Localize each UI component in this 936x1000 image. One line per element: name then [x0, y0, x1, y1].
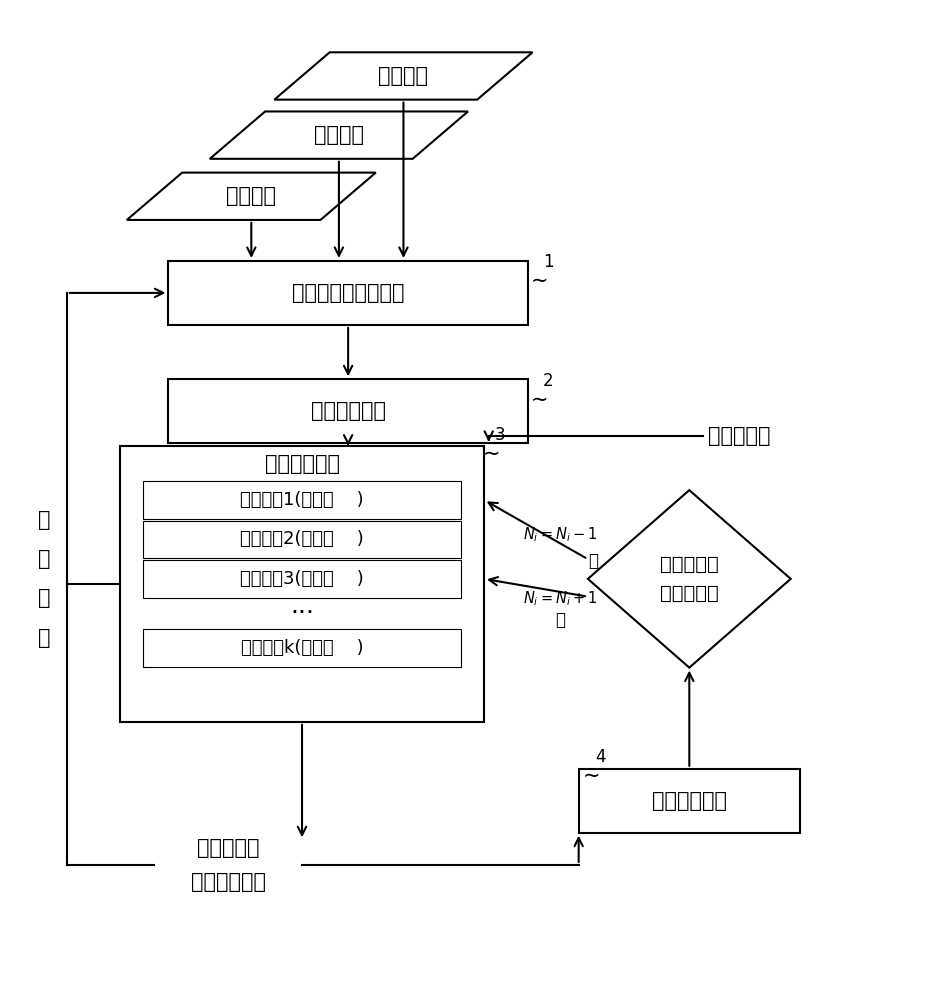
- Bar: [578, 769, 800, 833]
- Polygon shape: [274, 52, 533, 100]
- Bar: [143, 481, 461, 519]
- Text: 动作决策模块: 动作决策模块: [265, 454, 340, 474]
- Text: 己方信息: 己方信息: [227, 186, 276, 206]
- Text: 足球信息: 足球信息: [314, 125, 364, 145]
- Text: 动作方案k(优先级    ): 动作方案k(优先级 ): [241, 639, 363, 657]
- Text: ∼: ∼: [531, 271, 548, 291]
- Polygon shape: [588, 490, 791, 668]
- Text: 2: 2: [543, 372, 553, 390]
- Text: ∼: ∼: [483, 444, 500, 464]
- Polygon shape: [210, 111, 468, 159]
- Text: 态势评估模块: 态势评估模块: [311, 401, 386, 421]
- Text: 4: 4: [595, 748, 606, 766]
- Text: 动作方案1(优先级    ): 动作方案1(优先级 ): [241, 491, 364, 509]
- Text: 对方信息: 对方信息: [378, 66, 429, 86]
- Bar: [120, 446, 484, 722]
- Bar: [143, 521, 461, 558]
- Text: 动作方案2(优先级    ): 动作方案2(优先级 ): [241, 530, 364, 548]
- Text: 1: 1: [543, 253, 553, 271]
- Polygon shape: [126, 173, 375, 220]
- Bar: [143, 629, 461, 667]
- Text: ∼: ∼: [531, 389, 548, 409]
- Text: 效果评估模块: 效果评估模块: [651, 791, 727, 811]
- Bar: [143, 560, 461, 598]
- Text: ···: ···: [290, 601, 314, 625]
- Text: 信息监测与提取模块: 信息监测与提取模块: [292, 283, 404, 303]
- Text: 动作方案3(优先级    ): 动作方案3(优先级 ): [241, 570, 364, 588]
- Text: 循
环
决
策: 循 环 决 策: [37, 510, 51, 648]
- Text: 否: 否: [588, 552, 598, 570]
- Bar: [168, 261, 528, 325]
- Text: 是: 是: [556, 611, 565, 629]
- Text: ∼: ∼: [583, 766, 601, 786]
- Text: 赛前初始化: 赛前初始化: [708, 426, 770, 446]
- Text: 机器人小车
执行方案决策: 机器人小车 执行方案决策: [191, 838, 266, 892]
- Bar: [168, 379, 528, 443]
- Text: 3: 3: [495, 426, 505, 444]
- Text: 是否达到预
期执行效果: 是否达到预 期执行效果: [660, 555, 719, 603]
- Text: $N_i = N_i + 1$: $N_i = N_i + 1$: [523, 589, 597, 608]
- Text: $N_i = N_i - 1$: $N_i = N_i - 1$: [523, 525, 597, 544]
